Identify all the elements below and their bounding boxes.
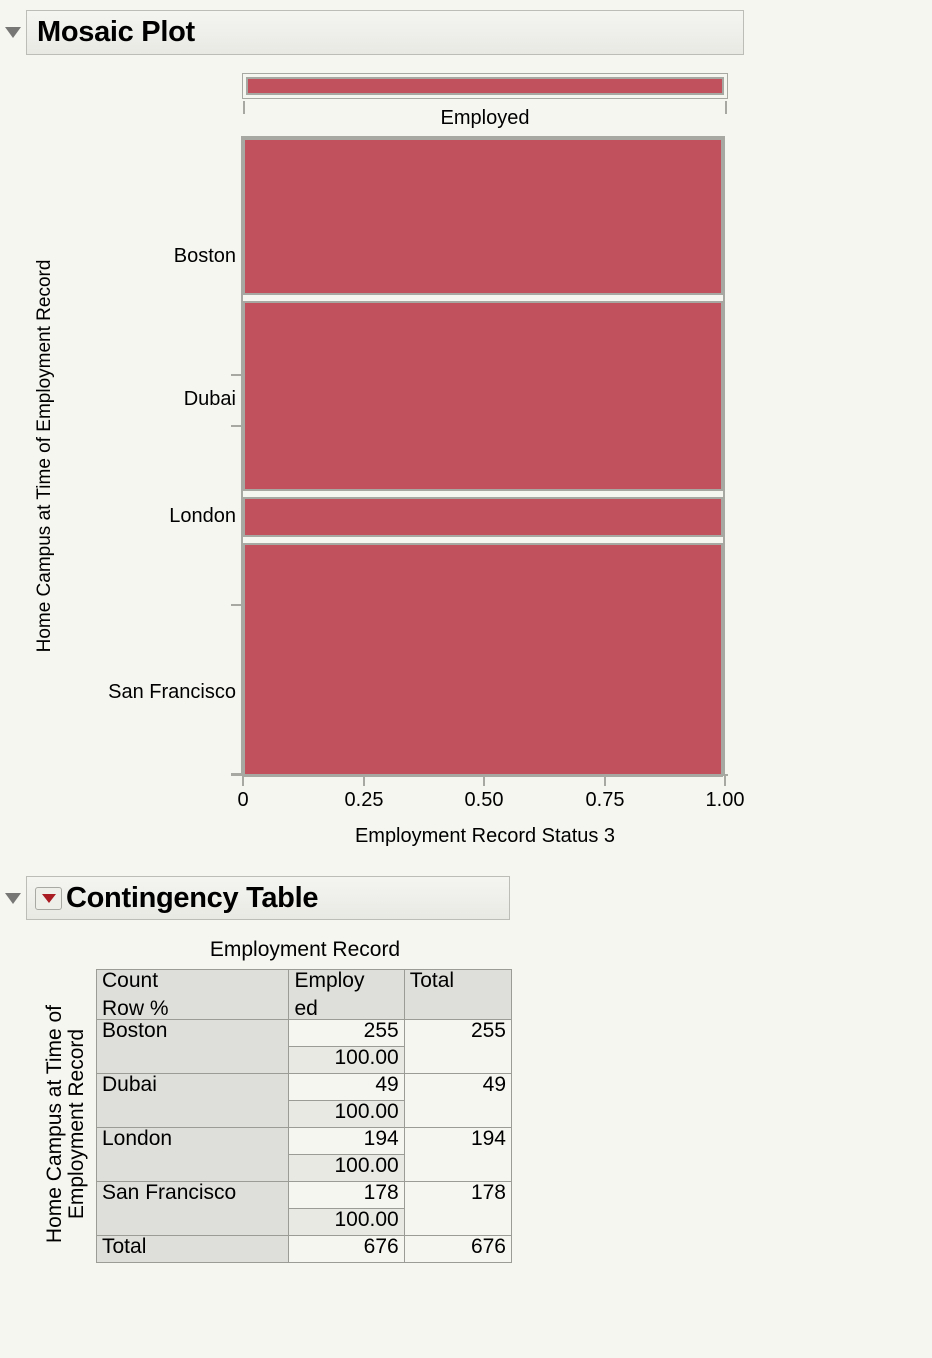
- mosaic-x-tick-0: [242, 776, 244, 786]
- mosaic-strip-tick-right: [725, 101, 727, 114]
- mosaic-row-label-boston: Boston: [173, 245, 236, 267]
- cell-boston-total: 255: [403, 1019, 513, 1074]
- cell-london-count: 194: [288, 1127, 405, 1155]
- mosaic-x-tick-label-0: 0: [237, 789, 249, 811]
- mosaic-row-label-dubai: Dubai: [183, 388, 236, 410]
- cell-dubai-count: 49: [288, 1073, 405, 1101]
- mosaic-row-tick-dubai-top: [231, 374, 241, 376]
- section-header-contingency-table[interactable]: Contingency Table: [0, 876, 530, 920]
- disclosure-triangle-contingency-table[interactable]: [0, 892, 26, 904]
- table-row-pct: 100.00: [97, 1100, 512, 1128]
- mosaic-column-label: Employed: [440, 107, 530, 129]
- mosaic-row-tick-dubai-bottom: [231, 425, 241, 427]
- contingency-table: Count Row % Employ ed Total Boston 255 2…: [95, 969, 513, 1263]
- mosaic-row-tick-sf-top: [231, 604, 241, 606]
- mosaic-column-strip: [242, 73, 728, 99]
- section-title-mosaic-plot: Mosaic Plot: [37, 16, 195, 48]
- cell-total-total: 676: [403, 1235, 513, 1263]
- red-triangle-menu-icon[interactable]: [35, 886, 62, 910]
- contingency-column-group-title: Employment Record: [209, 938, 401, 961]
- triangle-down-red-icon: [41, 893, 56, 903]
- mosaic-x-tick-label-3: 0.75: [585, 789, 625, 811]
- table-row[interactable]: Boston 255 255: [95, 1019, 513, 1074]
- cell-boston-count: 255: [288, 1019, 405, 1047]
- disclosure-triangle-mosaic-plot[interactable]: [0, 27, 26, 38]
- header-cell-employed: Employ ed: [288, 969, 405, 1020]
- contingency-row-group-title-line1: Home Campus at Time of: [42, 1004, 66, 1244]
- mosaic-band-dubai[interactable]: [243, 301, 723, 491]
- section-header-mosaic-plot[interactable]: Mosaic Plot: [0, 10, 760, 55]
- contingency-row-group-title-line2: Employment Record: [64, 1028, 88, 1220]
- table-row[interactable]: San Francisco 178 178: [95, 1181, 513, 1236]
- cell-london-row-pct: 100.00: [288, 1154, 405, 1182]
- header-total-label: Total: [409, 969, 455, 992]
- cell-dubai-row-pct: 100.00: [288, 1100, 405, 1128]
- cell-boston-row-pct: 100.00: [288, 1046, 405, 1074]
- row-label-total: Total: [95, 1235, 290, 1263]
- table-row-pct: 100.00: [97, 1046, 512, 1074]
- header-stub-count: Count: [102, 969, 159, 992]
- row-label-london: London: [95, 1127, 290, 1182]
- table-row[interactable]: Dubai 49 49: [95, 1073, 513, 1128]
- triangle-down-icon: [5, 892, 21, 904]
- cell-london-total: 194: [403, 1127, 513, 1182]
- mosaic-plot-frame: [241, 136, 725, 777]
- mosaic-strip-tick-left: [243, 101, 245, 114]
- cell-san-francisco-count: 178: [288, 1181, 405, 1209]
- header-employed-line1: Employ: [294, 969, 365, 992]
- mosaic-row-label-london: London: [169, 505, 236, 527]
- mosaic-column-strip-border: [246, 77, 724, 95]
- mosaic-x-tick-label-4: 1.00: [705, 789, 745, 811]
- title-plate-mosaic-plot: Mosaic Plot: [26, 10, 744, 55]
- mosaic-band-san-francisco[interactable]: [243, 543, 723, 777]
- mosaic-row-label-san-francisco: San Francisco: [108, 681, 236, 703]
- row-label-san-francisco: San Francisco: [95, 1181, 290, 1236]
- contingency-table-block: Employment Record Home Campus at Time of…: [0, 930, 932, 1350]
- table-row-pct: 100.00: [97, 1154, 512, 1182]
- mosaic-x-axis-line: [231, 774, 728, 776]
- row-label-boston: Boston: [95, 1019, 290, 1074]
- header-cell-stub: Count Row %: [95, 969, 290, 1020]
- row-label-dubai: Dubai: [95, 1073, 290, 1128]
- table-row-pct: 100.00: [97, 1208, 512, 1236]
- cell-total-count: 676: [288, 1235, 405, 1263]
- mosaic-x-tick-3: [604, 776, 606, 786]
- cell-san-francisco-total: 178: [403, 1181, 513, 1236]
- header-employed-line2: ed: [294, 997, 318, 1020]
- mosaic-y-axis-title: Home Campus at Time of Employment Record: [34, 259, 55, 653]
- title-plate-contingency-table: Contingency Table: [26, 876, 510, 920]
- mosaic-x-tick-4: [724, 776, 726, 786]
- table-total-row: Total 676 676: [95, 1235, 513, 1263]
- mosaic-band-boston[interactable]: [243, 138, 723, 295]
- table-row[interactable]: London 194 194: [95, 1127, 513, 1182]
- header-stub-row-pct: Row %: [102, 997, 169, 1020]
- section-title-contingency-table: Contingency Table: [66, 881, 319, 914]
- mosaic-plot: Home Campus at Time of Employment Record…: [0, 60, 932, 860]
- mosaic-x-tick-1: [363, 776, 365, 786]
- mosaic-band-london[interactable]: [243, 497, 723, 537]
- mosaic-x-tick-label-2: 0.50: [464, 789, 504, 811]
- mosaic-x-axis-title: Employment Record Status 3: [354, 825, 616, 847]
- cell-san-francisco-row-pct: 100.00: [288, 1208, 405, 1236]
- header-cell-total: Total: [403, 969, 513, 1020]
- mosaic-x-tick-label-1: 0.25: [344, 789, 384, 811]
- triangle-down-icon: [5, 27, 21, 38]
- mosaic-x-tick-2: [483, 776, 485, 786]
- cell-dubai-total: 49: [403, 1073, 513, 1128]
- mosaic-column-strip-fill[interactable]: [248, 79, 722, 93]
